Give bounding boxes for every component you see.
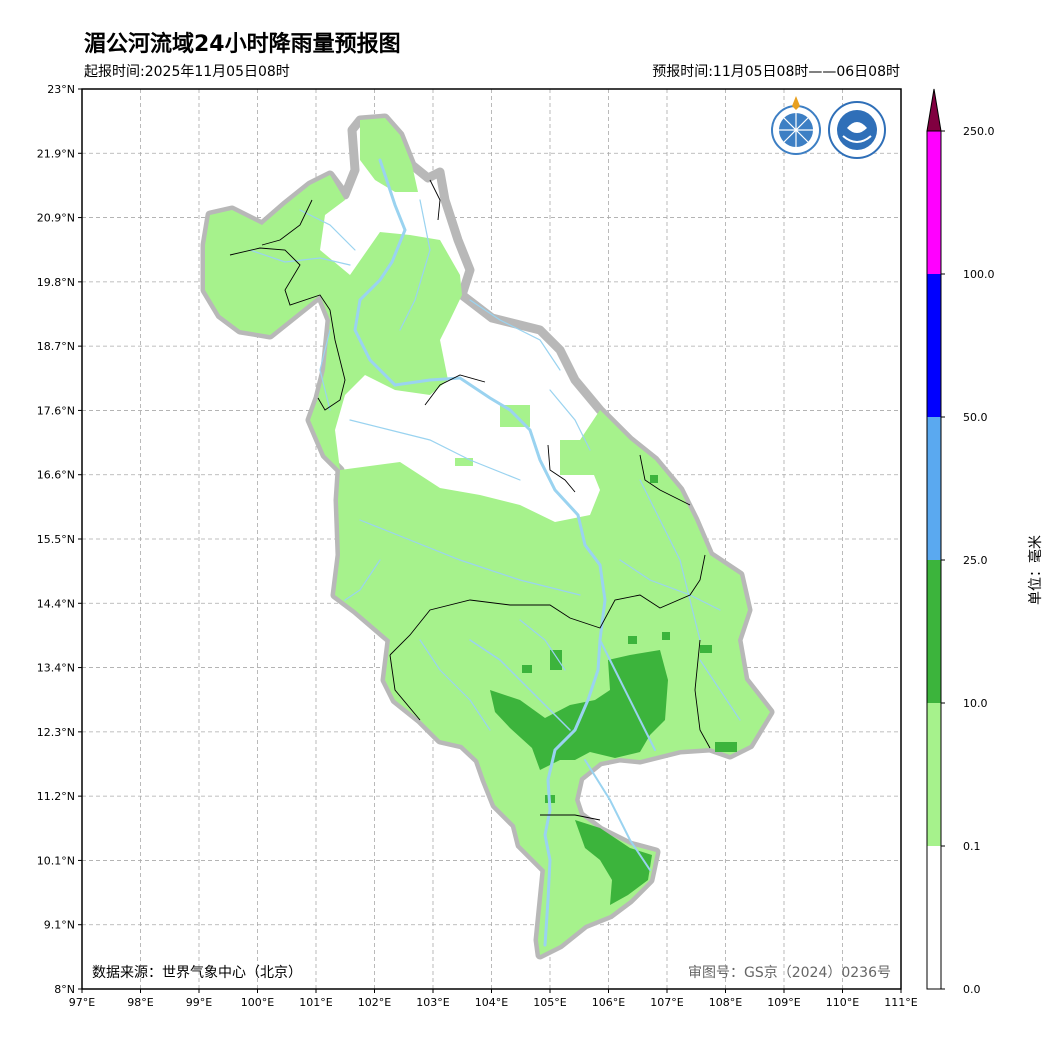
colorbar-tick-label: 10.0	[963, 697, 988, 710]
colorbar-segment	[927, 417, 941, 560]
y-tick-label: 12.3°N	[37, 726, 75, 739]
colorbar-segment	[927, 131, 941, 274]
wmo-logo	[771, 96, 821, 155]
y-tick-label: 9.1°N	[44, 919, 75, 932]
x-tick-label: 106°E	[592, 996, 625, 1009]
x-tick-label: 104°E	[475, 996, 508, 1009]
y-tick-label: 16.6°N	[37, 469, 75, 482]
x-tick-label: 100°E	[241, 996, 274, 1009]
colorbar-segment	[927, 560, 941, 703]
y-tick-label: 13.4°N	[37, 662, 75, 675]
y-tick-label: 15.5°N	[37, 533, 75, 546]
x-tick-label: 98°E	[127, 996, 153, 1009]
x-tick-label: 99°E	[186, 996, 212, 1009]
colorbar-segment	[927, 274, 941, 417]
y-tick-label: 19.8°N	[37, 276, 75, 289]
map-title: 湄公河流域24小时降雨量预报图	[84, 32, 401, 57]
x-axis: 97°E 98°E 99°E 100°E 101°E 102°E 103°E 104°E 105…	[69, 989, 918, 1009]
river-network	[249, 158, 741, 947]
x-tick-label: 111°E	[884, 996, 917, 1009]
colorbar-tick-label: 50.0	[963, 411, 988, 424]
y-tick-label: 14.4°N	[37, 597, 75, 610]
x-tick-label: 107°E	[650, 996, 683, 1009]
data-source: 数据来源：世界气象中心（北京）	[92, 965, 302, 981]
colorbar-tick-label: 0.0	[963, 983, 981, 996]
x-tick-label: 109°E	[767, 996, 800, 1009]
issue-time: 起报时间:2025年11月05日08时	[84, 64, 290, 80]
colorbar-segment	[927, 703, 941, 846]
colorbar-tick-label: 0.1	[963, 840, 981, 853]
y-tick-label: 20.9°N	[37, 212, 75, 225]
light-rain-areas	[205, 118, 770, 955]
colorbar: 250.0 100.0 50.0 25.0 10.0 0.1 0.0	[926, 88, 995, 996]
country-borders	[229, 179, 711, 821]
y-tick-label: 8°N	[54, 983, 75, 996]
x-tick-label: 110°E	[826, 996, 859, 1009]
colorbar-tick-label: 100.0	[963, 268, 995, 281]
colorbar-unit: 单位：毫米	[1028, 535, 1044, 605]
x-tick-label: 105°E	[533, 996, 566, 1009]
x-tick-label: 108°E	[709, 996, 742, 1009]
basin-area	[200, 113, 775, 960]
x-tick-label: 97°E	[69, 996, 95, 1009]
y-tick-label: 10.1°N	[37, 854, 75, 867]
y-tick-label: 23°N	[47, 83, 75, 96]
y-tick-label: 17.6°N	[37, 404, 75, 417]
valid-time: 预报时间:11月05日08时——06日08时	[652, 64, 900, 80]
y-tick-label: 21.9°N	[37, 147, 75, 160]
x-tick-label: 103°E	[416, 996, 449, 1009]
colorbar-tick-label: 250.0	[963, 125, 995, 138]
y-tick-label: 18.7°N	[37, 340, 75, 353]
colorbar-segment	[927, 846, 941, 989]
review-number: 审图号：GS京（2024）0236号	[688, 965, 891, 981]
colorbar-extend-arrow	[926, 88, 942, 132]
y-tick-label: 11.2°N	[37, 790, 75, 803]
x-tick-label: 102°E	[358, 996, 391, 1009]
moderate-rain-areas	[490, 475, 737, 905]
colorbar-tick-label: 25.0	[963, 554, 988, 567]
y-axis: 23°N 21.9°N 20.9°N 19.8°N 18.7°N 17.6°N 16.6°N…	[37, 83, 82, 996]
x-tick-label: 101°E	[299, 996, 332, 1009]
cma-logo	[828, 101, 886, 159]
